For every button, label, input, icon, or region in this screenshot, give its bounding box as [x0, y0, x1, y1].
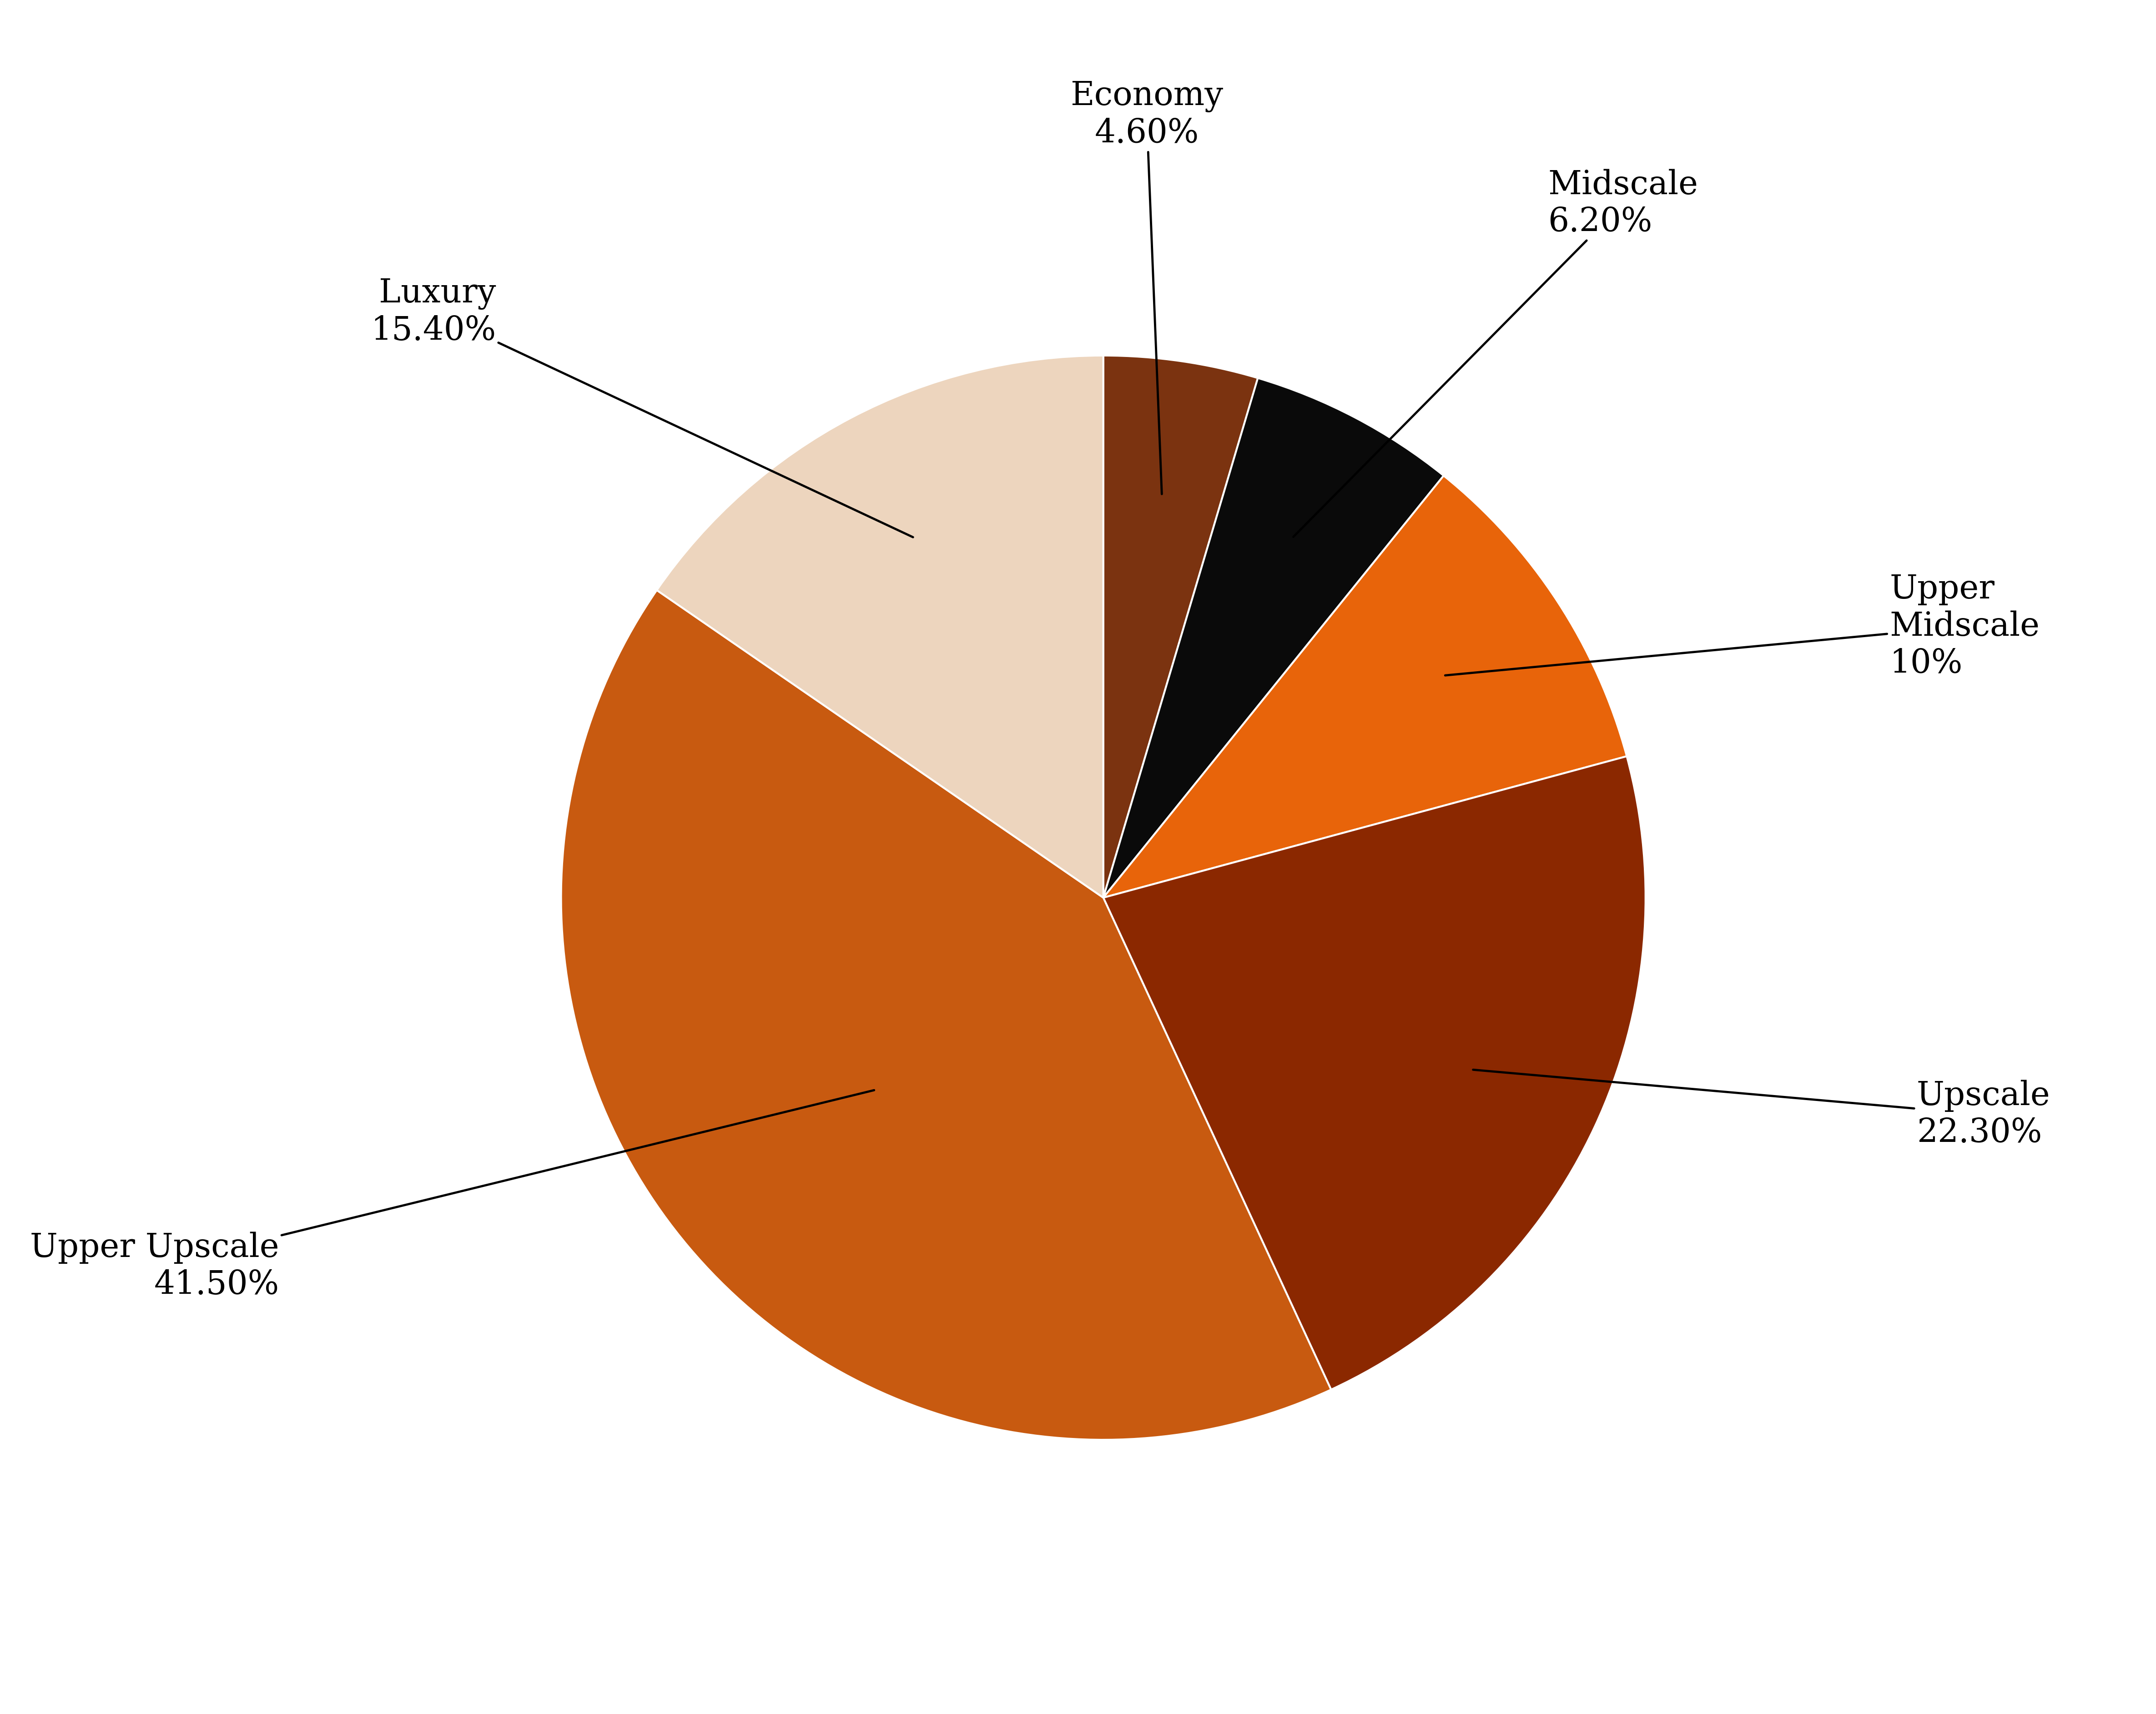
Wedge shape	[561, 590, 1330, 1440]
Wedge shape	[1104, 476, 1628, 898]
Text: Upscale
22.30%: Upscale 22.30%	[1473, 1070, 2050, 1148]
Text: Luxury
15.40%: Luxury 15.40%	[371, 278, 912, 536]
Wedge shape	[1104, 379, 1445, 898]
Text: Economy
4.60%: Economy 4.60%	[1069, 81, 1222, 494]
Wedge shape	[1104, 355, 1257, 898]
Text: Upper Upscale
41.50%: Upper Upscale 41.50%	[30, 1090, 873, 1301]
Wedge shape	[1104, 756, 1645, 1390]
Wedge shape	[658, 355, 1104, 898]
Text: Midscale
6.20%: Midscale 6.20%	[1294, 170, 1699, 536]
Text: Upper
Midscale
10%: Upper Midscale 10%	[1445, 574, 2040, 680]
